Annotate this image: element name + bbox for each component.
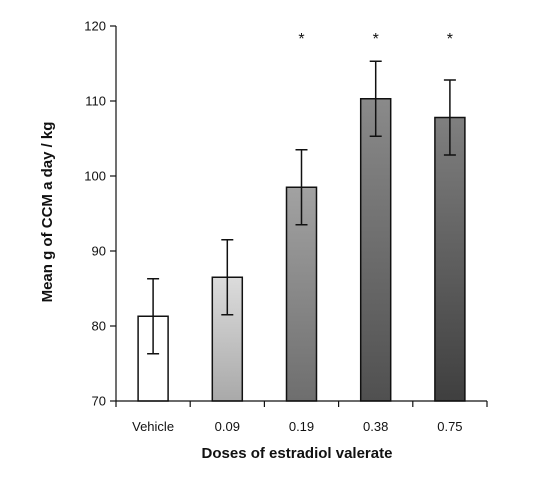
y-tick-label-0: 70 bbox=[92, 394, 106, 409]
y-tick-label-3: 100 bbox=[84, 169, 106, 184]
significance-marker-3: * bbox=[373, 31, 379, 48]
x-tick-label-2: 0.19 bbox=[289, 419, 314, 434]
significance-marker-4: * bbox=[447, 31, 453, 48]
significance-marker-2: * bbox=[298, 31, 304, 48]
bar-4 bbox=[434, 116, 466, 402]
bar-3 bbox=[359, 98, 392, 402]
x-axis-title: Doses of estradiol valerate bbox=[202, 445, 393, 462]
y-axis-title: Mean g of CCM a day / kg bbox=[39, 122, 56, 303]
x-tick-label-0: Vehicle bbox=[132, 419, 174, 434]
axes-layer: Vehicle 0.09 0.19 0.38 0.75 70 80 90 100 110 120 bbox=[84, 19, 488, 434]
y-tick-label-5: 120 bbox=[84, 19, 106, 34]
x-tick-label-4: 0.75 bbox=[437, 419, 462, 434]
bars-layer: * * * bbox=[137, 31, 466, 402]
y-tick-label-4: 110 bbox=[85, 94, 106, 109]
y-tick-label-2: 90 bbox=[92, 244, 106, 259]
y-tick-label-1: 80 bbox=[92, 319, 106, 334]
x-tick-label-3: 0.38 bbox=[363, 419, 388, 434]
x-tick-label-1: 0.09 bbox=[215, 419, 240, 434]
